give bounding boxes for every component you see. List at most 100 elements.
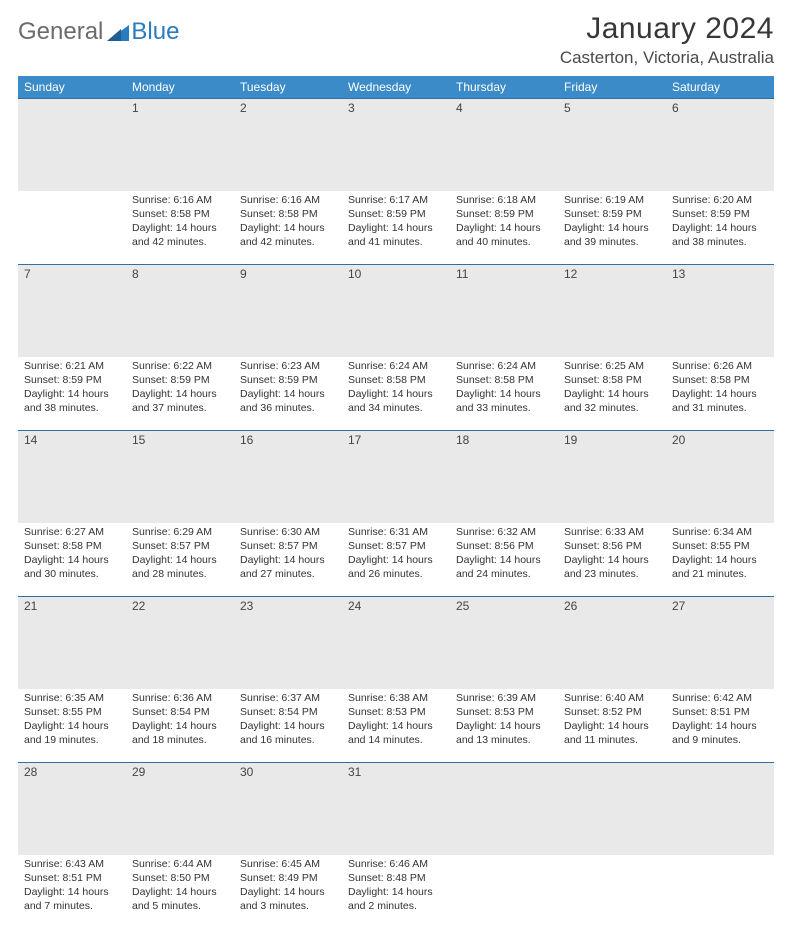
daynum-cell: 31 — [342, 763, 450, 855]
day-number: 26 — [558, 597, 666, 615]
sunrise-text: Sunrise: 6:24 AM — [348, 359, 444, 373]
daylight-text-2: and 28 minutes. — [132, 567, 228, 581]
day-number: 12 — [558, 265, 666, 283]
day-number: 25 — [450, 597, 558, 615]
sunrise-text: Sunrise: 6:21 AM — [24, 359, 120, 373]
daylight-text-1: Daylight: 14 hours — [564, 719, 660, 733]
sunset-text: Sunset: 8:59 PM — [564, 207, 660, 221]
daylight-text-1: Daylight: 14 hours — [672, 221, 768, 235]
day-cell: Sunrise: 6:23 AMSunset: 8:59 PMDaylight:… — [234, 357, 342, 431]
sunrise-text: Sunrise: 6:38 AM — [348, 691, 444, 705]
daylight-text-1: Daylight: 14 hours — [132, 885, 228, 899]
sunset-text: Sunset: 8:57 PM — [240, 539, 336, 553]
weekday-header: Thursday — [450, 76, 558, 99]
sunset-text: Sunset: 8:59 PM — [456, 207, 552, 221]
daylight-text-1: Daylight: 14 hours — [240, 885, 336, 899]
day-cell: Sunrise: 6:31 AMSunset: 8:57 PMDaylight:… — [342, 523, 450, 597]
sunset-text: Sunset: 8:56 PM — [456, 539, 552, 553]
sunset-text: Sunset: 8:55 PM — [672, 539, 768, 553]
day-content: Sunrise: 6:23 AMSunset: 8:59 PMDaylight:… — [234, 357, 342, 420]
day-number: 10 — [342, 265, 450, 283]
daylight-text-2: and 33 minutes. — [456, 401, 552, 415]
daylight-text-2: and 11 minutes. — [564, 733, 660, 747]
daylight-text-1: Daylight: 14 hours — [348, 719, 444, 733]
sunset-text: Sunset: 8:48 PM — [348, 871, 444, 885]
daylight-text-2: and 32 minutes. — [564, 401, 660, 415]
day-cell: Sunrise: 6:20 AMSunset: 8:59 PMDaylight:… — [666, 191, 774, 265]
daynum-row: 78910111213 — [18, 265, 774, 357]
sunset-text: Sunset: 8:55 PM — [24, 705, 120, 719]
daylight-text-2: and 39 minutes. — [564, 235, 660, 249]
daynum-cell: 5 — [558, 99, 666, 191]
daynum-cell: 7 — [18, 265, 126, 357]
daylight-text-2: and 14 minutes. — [348, 733, 444, 747]
daylight-text-1: Daylight: 14 hours — [456, 387, 552, 401]
day-cell: Sunrise: 6:44 AMSunset: 8:50 PMDaylight:… — [126, 855, 234, 929]
sunset-text: Sunset: 8:53 PM — [348, 705, 444, 719]
sunset-text: Sunset: 8:57 PM — [132, 539, 228, 553]
day-content: Sunrise: 6:24 AMSunset: 8:58 PMDaylight:… — [342, 357, 450, 420]
daylight-text-1: Daylight: 14 hours — [132, 221, 228, 235]
day-number — [18, 99, 126, 103]
sunrise-text: Sunrise: 6:16 AM — [132, 193, 228, 207]
day-content: Sunrise: 6:40 AMSunset: 8:52 PMDaylight:… — [558, 689, 666, 752]
day-number: 9 — [234, 265, 342, 283]
day-content: Sunrise: 6:26 AMSunset: 8:58 PMDaylight:… — [666, 357, 774, 420]
day-number: 29 — [126, 763, 234, 781]
day-number: 19 — [558, 431, 666, 449]
weekday-header: Wednesday — [342, 76, 450, 99]
page-header: General Blue January 2024 Casterton, Vic… — [18, 12, 774, 68]
daynum-cell: 21 — [18, 597, 126, 689]
day-number: 8 — [126, 265, 234, 283]
day-cell: Sunrise: 6:22 AMSunset: 8:59 PMDaylight:… — [126, 357, 234, 431]
daynum-cell: 23 — [234, 597, 342, 689]
sunrise-text: Sunrise: 6:34 AM — [672, 525, 768, 539]
daylight-text-1: Daylight: 14 hours — [240, 553, 336, 567]
content-row: Sunrise: 6:35 AMSunset: 8:55 PM Daylight:… — [18, 689, 774, 763]
daylight-text-2: and 27 minutes. — [240, 567, 336, 581]
sunrise-text: Sunrise: 6:33 AM — [564, 525, 660, 539]
sunset-text: Sunset: 8:54 PM — [240, 705, 336, 719]
daylight-text-2: and 16 minutes. — [240, 733, 336, 747]
sunrise-text: Sunrise: 6:23 AM — [240, 359, 336, 373]
sunrise-text: Sunrise: 6:35 AM — [24, 691, 120, 705]
day-number: 21 — [18, 597, 126, 615]
day-content: Sunrise: 6:20 AMSunset: 8:59 PMDaylight:… — [666, 191, 774, 254]
sunset-text: Sunset: 8:51 PM — [24, 871, 120, 885]
daylight-text-2: and 23 minutes. — [564, 567, 660, 581]
daylight-text-1: Daylight: 14 hours — [240, 719, 336, 733]
day-number: 11 — [450, 265, 558, 283]
day-number: 20 — [666, 431, 774, 449]
day-content: Sunrise: 6:38 AMSunset: 8:53 PMDaylight:… — [342, 689, 450, 752]
sunrise-text: Sunrise: 6:22 AM — [132, 359, 228, 373]
logo: General Blue — [18, 12, 179, 46]
sunrise-text: Sunrise: 6:44 AM — [132, 857, 228, 871]
daylight-text-1: Daylight: 14 hours — [132, 387, 228, 401]
daylight-text-2: and 5 minutes. — [132, 899, 228, 913]
daynum-cell: 1 — [126, 99, 234, 191]
daynum-cell: 8 — [126, 265, 234, 357]
daynum-cell: 4 — [450, 99, 558, 191]
daynum-cell: 28 — [18, 763, 126, 855]
daynum-cell: 22 — [126, 597, 234, 689]
day-number: 23 — [234, 597, 342, 615]
daynum-cell: 10 — [342, 265, 450, 357]
sunset-text: Sunset: 8:53 PM — [456, 705, 552, 719]
daylight-text-1: Daylight: 14 hours — [348, 221, 444, 235]
day-cell: Sunrise: 6:26 AMSunset: 8:58 PMDaylight:… — [666, 357, 774, 431]
sunset-text: Sunset: 8:58 PM — [132, 207, 228, 221]
day-number: 27 — [666, 597, 774, 615]
day-content: Sunrise: 6:46 AMSunset: 8:48 PMDaylight:… — [342, 855, 450, 918]
day-content: Sunrise: 6:45 AMSunset: 8:49 PMDaylight:… — [234, 855, 342, 918]
sunrise-text: Sunrise: 6:45 AM — [240, 857, 336, 871]
daynum-cell: 25 — [450, 597, 558, 689]
day-cell: Sunrise: 6:18 AMSunset: 8:59 PMDaylight:… — [450, 191, 558, 265]
day-cell: Sunrise: 6:42 AMSunset: 8:51 PMDaylight:… — [666, 689, 774, 763]
daylight-text-2: and 2 minutes. — [348, 899, 444, 913]
daynum-cell: 19 — [558, 431, 666, 523]
daylight-text-2: and 38 minutes. — [24, 401, 120, 415]
daynum-cell: 26 — [558, 597, 666, 689]
calendar-table: SundayMondayTuesdayWednesdayThursdayFrid… — [18, 76, 774, 929]
daylight-text-2: and 36 minutes. — [240, 401, 336, 415]
day-content: Sunrise: 6:32 AMSunset: 8:56 PMDaylight:… — [450, 523, 558, 586]
